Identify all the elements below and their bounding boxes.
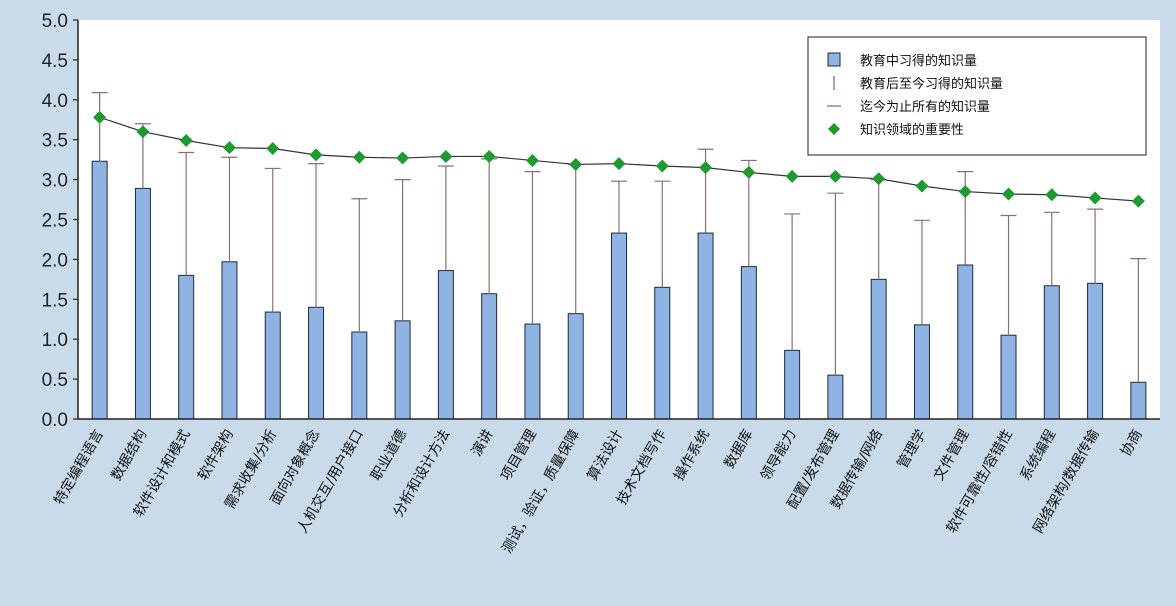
bar — [611, 232, 627, 420]
x-tick-label: 管理学 — [895, 427, 930, 471]
y-tick-label: 0.5 — [42, 370, 68, 391]
importance-marker — [396, 151, 410, 165]
y-tick-label: 3.0 — [42, 171, 68, 192]
legend-entry-label: 教育中习得的知识量 — [860, 53, 977, 69]
bar — [1130, 381, 1147, 420]
x-tick-label: 测试，验证，质量保障 — [499, 427, 583, 556]
bar — [567, 313, 584, 420]
importance-marker — [915, 179, 929, 193]
bar — [697, 232, 714, 420]
bar — [740, 266, 757, 420]
importance-marker — [958, 185, 972, 199]
y-tick-label: 2.0 — [42, 250, 68, 271]
x-tick-label: 软件架构 — [195, 427, 237, 483]
legend-swatch-marker — [828, 123, 840, 135]
y-tick-label: 1.5 — [42, 290, 68, 311]
importance-marker — [309, 148, 323, 162]
bar — [957, 264, 974, 420]
legend-entry-label: 知识领域的重要性 — [860, 122, 964, 138]
importance-marker — [742, 165, 756, 179]
x-tick-label: 文件管理 — [931, 427, 973, 483]
bar — [221, 261, 238, 420]
bar — [913, 324, 930, 420]
bar — [1043, 285, 1060, 420]
bar — [178, 274, 195, 420]
importance-marker — [655, 159, 669, 173]
legend-entry-label: 迄今为止所有的知识量 — [860, 99, 990, 115]
importance-marker — [872, 172, 886, 186]
bar — [870, 278, 887, 420]
importance-marker — [439, 149, 453, 163]
importance-marker — [1045, 188, 1059, 202]
bar — [1000, 334, 1017, 420]
x-tick-label: 职业道德 — [368, 427, 410, 483]
y-tick-label: 4.0 — [42, 91, 68, 112]
importance-marker — [1002, 187, 1016, 201]
importance-marker — [785, 169, 799, 183]
bar — [91, 160, 108, 420]
x-tick-label: 协商 — [1118, 427, 1146, 459]
marker-series — [93, 110, 1145, 208]
bar-series — [91, 160, 1147, 420]
importance-marker — [352, 150, 366, 164]
x-tick-label: 演讲 — [469, 427, 497, 459]
importance-marker — [482, 149, 496, 163]
y-tick-label: 2.5 — [42, 211, 68, 232]
bar — [1087, 282, 1104, 420]
bar — [351, 331, 368, 420]
bar — [134, 187, 151, 420]
bar — [437, 270, 454, 420]
importance-marker — [136, 125, 150, 139]
bar — [784, 349, 801, 420]
legend-swatch-bar — [827, 52, 841, 67]
legend-entry-label: 教育后至今习得的知识量 — [860, 76, 1003, 92]
importance-marker — [222, 141, 236, 155]
y-tick-label: 0.0 — [42, 410, 68, 431]
bar — [308, 306, 325, 420]
y-tick-label: 4.5 — [42, 51, 68, 72]
x-tick-label: 操作系统 — [671, 427, 713, 483]
bar — [524, 323, 541, 420]
x-tick-label: 数据结构 — [109, 427, 151, 483]
importance-marker — [93, 110, 107, 124]
importance-marker — [828, 169, 842, 183]
x-tick-label: 系统编程 — [1017, 427, 1059, 483]
bar — [654, 286, 671, 420]
x-tick-label: 项目管理 — [498, 427, 540, 483]
importance-marker — [1131, 194, 1145, 208]
x-tick-label: 算法设计 — [585, 427, 627, 483]
y-tick-label: 5.0 — [42, 11, 68, 32]
x-tick-label: 领导能力 — [758, 427, 800, 483]
error-bar-series — [91, 92, 1147, 383]
y-tick-label: 1.0 — [42, 330, 68, 351]
x-tick-label: 特定编程语言 — [51, 427, 107, 508]
y-axis: 0.0 0.5 1.0 1.5 2.0 2.5 3.0 3.5 4.0 4.5 5.0 — [42, 11, 79, 431]
importance-marker — [569, 157, 583, 171]
importance-marker — [612, 157, 626, 171]
importance-marker — [699, 161, 713, 175]
y-tick-label: 3.5 — [42, 131, 68, 152]
importance-marker — [525, 153, 539, 167]
bar — [264, 311, 281, 420]
bar — [394, 320, 411, 420]
x-tick-label: 数据库 — [721, 427, 756, 471]
bar — [827, 374, 844, 420]
bar — [481, 293, 498, 420]
importance-marker — [1088, 191, 1102, 205]
legend-box — [807, 36, 1147, 156]
importance-marker — [266, 141, 280, 155]
importance-marker — [179, 133, 193, 147]
